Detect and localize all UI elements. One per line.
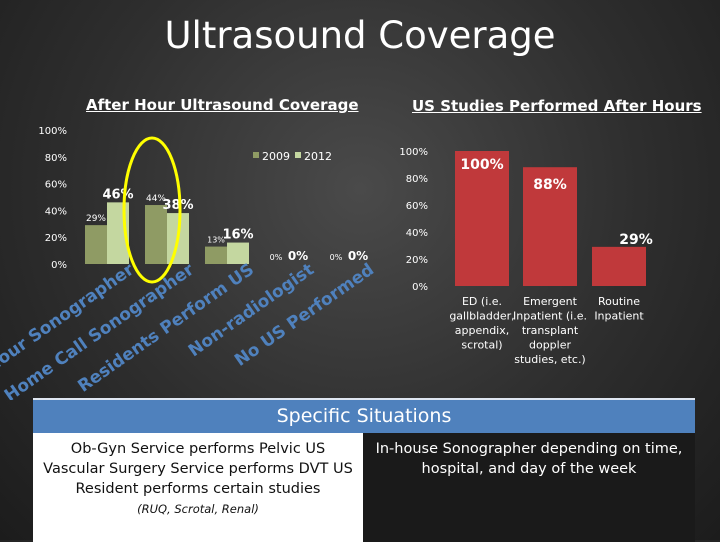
bar <box>455 151 509 286</box>
y-tick-label: 40% <box>45 206 67 217</box>
bar-2009 <box>145 205 167 264</box>
category-label: transplant <box>522 324 579 337</box>
category-label: Emergent <box>523 295 577 308</box>
slide-title: Ultrasound Coverage <box>164 14 556 57</box>
y-tick-label: 20% <box>406 255 428 266</box>
bar-2009 <box>205 246 227 264</box>
left-line-1: Ob-Gyn Service performs Pelvic US <box>70 441 326 457</box>
data-label: 46% <box>102 187 133 202</box>
data-label: 0% <box>270 253 283 262</box>
left-chart-title: After Hour Ultrasound Coverage <box>86 96 359 114</box>
category-label: studies, etc.) <box>514 353 585 366</box>
table-row: Ob-Gyn Service performs Pelvic US Vascul… <box>33 433 695 542</box>
bar <box>523 167 577 286</box>
category-label: appendix, <box>455 324 510 337</box>
y-tick-label: 0% <box>412 282 428 293</box>
data-label: 88% <box>533 177 567 193</box>
y-tick-label: 80% <box>45 153 67 164</box>
legend-label: 2012 <box>304 150 332 163</box>
table-cell-left: Ob-Gyn Service performs Pelvic US Vascul… <box>33 433 363 542</box>
category-label: doppler <box>529 339 572 352</box>
category-label: Inpatient <box>594 310 644 323</box>
left-note: (RUQ, Scrotal, Renal) <box>137 502 259 516</box>
y-tick-label: 80% <box>406 174 428 185</box>
bar-2009 <box>85 225 107 264</box>
bar-2012 <box>227 242 249 264</box>
y-tick-label: 40% <box>406 228 428 239</box>
y-tick-label: 100% <box>399 147 428 158</box>
y-tick-label: 20% <box>45 233 67 244</box>
y-tick-label: 0% <box>51 260 67 271</box>
legend-swatch <box>295 152 301 158</box>
data-label: 0% <box>330 253 343 262</box>
table-cell-right: In-house Sonographer depending on time, … <box>363 433 695 542</box>
data-label: 16% <box>222 228 253 243</box>
category-label: gallbladder, <box>449 310 514 323</box>
y-tick-label: 60% <box>406 201 428 212</box>
data-label: 29% <box>86 214 106 224</box>
left-line-3: Resident performs certain studies <box>75 481 321 497</box>
situations-table: Specific Situations Ob-Gyn Service perfo… <box>33 398 695 542</box>
category-label: scrotal) <box>461 339 502 352</box>
data-label: 0% <box>348 249 368 263</box>
data-label: 100% <box>460 157 503 173</box>
right-line-1: In-house Sonographer depending on time, <box>375 441 683 457</box>
legend-label: 2009 <box>262 150 290 163</box>
y-tick-label: 100% <box>38 126 67 137</box>
right-line-2: hospital, and day of the week <box>421 461 637 477</box>
left-chart: 0%20%40%60%80%100%29%46%24 Hour Sonograp… <box>0 126 378 400</box>
table-header: Specific Situations <box>33 398 695 433</box>
data-label: 13% <box>207 236 225 245</box>
right-chart-title: US Studies Performed After Hours <box>412 97 702 115</box>
left-line-2: Vascular Surgery Service performs DVT US <box>43 461 353 477</box>
data-label: 0% <box>288 249 308 263</box>
category-label: Inpatient (i.e. <box>513 310 587 323</box>
data-label: 29% <box>619 232 653 248</box>
category-label: Routine <box>598 295 640 308</box>
right-chart: 0% 20% 40% 60% 80% 100% 100% ED (i.e. gallbladde… <box>399 147 653 366</box>
legend-swatch <box>253 152 259 158</box>
bar <box>592 246 646 286</box>
highlight-ellipse <box>122 136 182 284</box>
y-tick-label: 60% <box>45 180 67 191</box>
category-label: ED (i.e. <box>462 295 502 308</box>
data-label: 38% <box>162 198 193 213</box>
data-label: 44% <box>146 194 166 204</box>
